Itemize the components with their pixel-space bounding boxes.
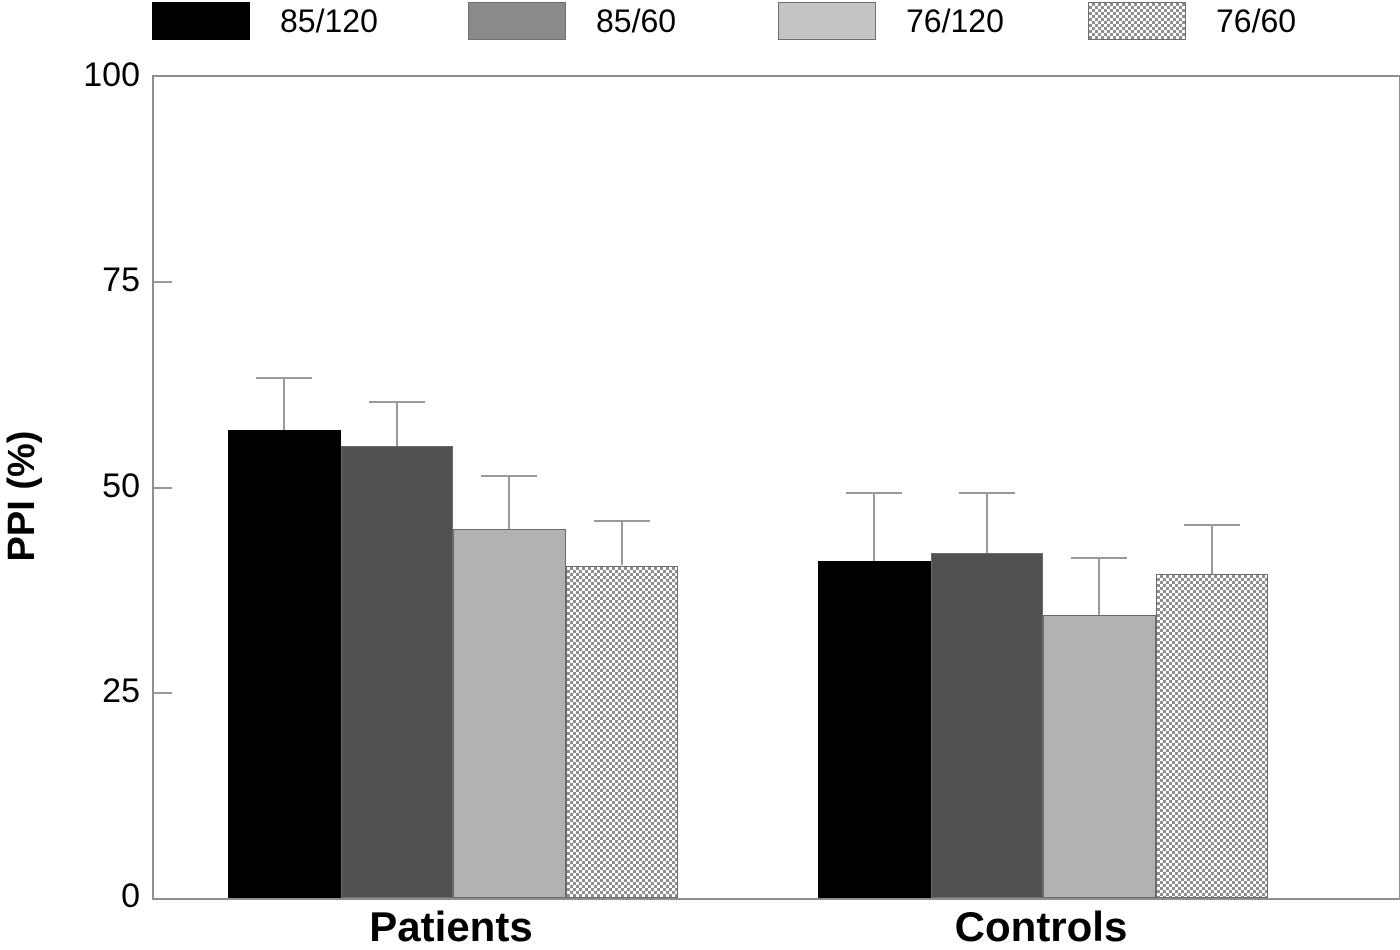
bar-patients-76-120: [453, 528, 566, 898]
legend-item-85-120: 85/120: [152, 0, 378, 42]
y-axis-tick: [154, 691, 172, 694]
bar-controls-85-120: [818, 561, 931, 898]
error-bar-stem: [620, 520, 623, 566]
y-tick-label: 75: [102, 261, 140, 300]
y-axis-tick: [154, 281, 172, 284]
legend-item-76-120: 76/120: [778, 0, 1004, 42]
chart-legend: 85/120 85/60 76/120 76/60: [0, 0, 1400, 44]
legend-label: 85/60: [596, 3, 677, 39]
bar-controls-76-120: [1043, 614, 1156, 898]
y-tick-label: 100: [83, 56, 140, 94]
legend-item-76-60: 76/60: [1088, 0, 1296, 42]
error-bar-stem: [985, 491, 988, 554]
error-bar-stem: [283, 376, 286, 431]
x-category-label-controls: Controls: [954, 903, 1128, 950]
legend-label: 76/120: [906, 3, 1004, 39]
y-tick-label: 50: [102, 466, 140, 505]
error-bar-cap: [1183, 524, 1240, 527]
legend-item-85-60: 85/60: [468, 0, 676, 42]
error-bar-cap: [958, 491, 1015, 494]
error-bar-stem: [1098, 557, 1101, 615]
legend-swatch-icon: [1088, 2, 1186, 40]
legend-label: 85/120: [280, 3, 378, 39]
error-bar-stem: [1210, 524, 1213, 574]
y-tick-label: 0: [121, 877, 140, 915]
legend-swatch-icon: [778, 2, 876, 40]
error-bar-cap: [1071, 557, 1128, 560]
error-bar-cap: [593, 520, 650, 523]
error-bar-stem: [508, 475, 511, 529]
y-axis-title: PPI (%): [1, 430, 43, 562]
legend-swatch-icon: [152, 2, 250, 40]
x-category-label-patients: Patients: [369, 903, 533, 950]
bar-patients-85-120: [228, 430, 341, 898]
y-axis-tick: [154, 486, 172, 489]
bar-controls-85-60: [930, 553, 1043, 898]
error-bar-stem: [395, 401, 398, 447]
bar-controls-76-60: [1155, 573, 1268, 898]
y-tick-label: 25: [102, 671, 140, 710]
bar-patients-76-60: [565, 565, 678, 898]
error-bar-cap: [368, 401, 425, 404]
bar-patients-85-60: [340, 446, 453, 898]
error-bar-stem: [873, 491, 876, 562]
legend-swatch-icon: [468, 2, 566, 40]
plot-area: [152, 75, 1400, 900]
error-bar-cap: [481, 475, 538, 478]
error-bar-cap: [256, 376, 313, 379]
error-bar-cap: [846, 491, 903, 494]
legend-label: 76/60: [1216, 3, 1297, 39]
